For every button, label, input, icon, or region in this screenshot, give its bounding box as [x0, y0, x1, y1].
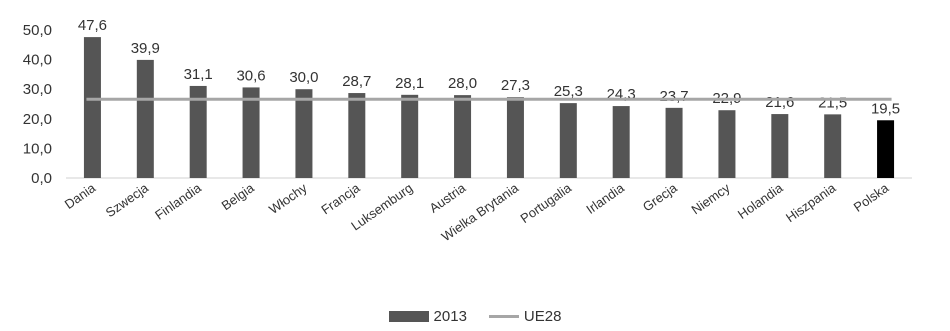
y-tick-label: 10,0 [23, 140, 52, 157]
data-label-polska: 19,5 [871, 100, 900, 117]
x-tick-label-wlochy: Włochy [266, 180, 310, 217]
x-tick-label-finlandia: Finlandia [152, 180, 204, 223]
chart-legend: 2013 UE28 [0, 308, 950, 325]
y-tick-label: 40,0 [23, 52, 52, 69]
x-tick-label-szwecja: Szwecja [103, 180, 152, 220]
data-label-francja: 28,7 [342, 73, 371, 90]
x-tick-label-hiszpania: Hiszpania [783, 180, 839, 225]
x-tick-label-portugalia: Portugalia [517, 180, 574, 226]
legend-bar-label: 2013 [433, 308, 467, 325]
bar-finlandia [189, 85, 207, 178]
y-tick-label: 50,0 [23, 22, 52, 39]
legend-bar-swatch [388, 311, 429, 322]
x-tick-label-niemcy: Niemcy [689, 180, 734, 217]
bar-francja [348, 93, 366, 178]
bar-grecja [665, 107, 683, 178]
data-label-wlochy: 30,0 [289, 69, 318, 86]
data-label-szwecja: 39,9 [131, 40, 160, 57]
bar-niemcy [718, 110, 736, 178]
bar-austria [454, 95, 472, 178]
bar-polska [877, 120, 895, 178]
legend-line-label: UE28 [523, 308, 562, 325]
bar-portugalia [559, 103, 577, 178]
data-label-hiszpania: 21,5 [818, 94, 847, 111]
data-label-wielka-brytania: 27,3 [501, 77, 530, 94]
bar-irlandia [612, 106, 630, 178]
y-tick-label: 30,0 [23, 81, 52, 98]
x-tick-label-dania: Dania [62, 180, 99, 212]
data-label-dania: 47,6 [78, 17, 107, 34]
data-label-austria: 28,0 [448, 75, 477, 92]
y-tick-label: 20,0 [23, 111, 52, 128]
chart-plot: 0,0 10,0 20,0 30,0 40,0 50,0 47,6 Dania 39,9 Szwe… [23, 17, 912, 244]
y-tick-label: 0,0 [31, 170, 52, 187]
legend-item-bar: 2013 [388, 308, 467, 325]
x-tick-label-austria: Austria [427, 180, 469, 216]
x-tick-label-francja: Francja [318, 180, 363, 218]
bar-hiszpania [824, 114, 842, 178]
data-label-finlandia: 31,1 [184, 66, 213, 83]
data-label-luksemburg: 28,1 [395, 75, 424, 92]
x-tick-label-irlandia: Irlandia [583, 180, 627, 217]
data-label-holandia: 21,6 [765, 94, 794, 111]
x-tick-label-grecja: Grecja [640, 180, 681, 215]
x-tick-label-polska: Polska [851, 180, 892, 215]
bar-dania [83, 37, 101, 178]
bar-luksemburg [401, 94, 419, 178]
data-label-grecja: 23,7 [659, 88, 688, 105]
bar-belgia [242, 87, 260, 178]
bar-szwecja [136, 59, 154, 179]
x-tick-label-belgia: Belgia [219, 180, 258, 213]
legend-item-line: UE28 [488, 308, 562, 325]
bar-holandia [771, 114, 789, 178]
bar-wielka-brytania [506, 97, 524, 178]
legend-line-swatch [488, 315, 519, 318]
data-label-belgia: 30,6 [236, 67, 265, 84]
bar-wlochy [295, 89, 313, 178]
x-tick-label-holandia: Holandia [735, 180, 786, 222]
data-label-portugalia: 25,3 [554, 83, 583, 100]
